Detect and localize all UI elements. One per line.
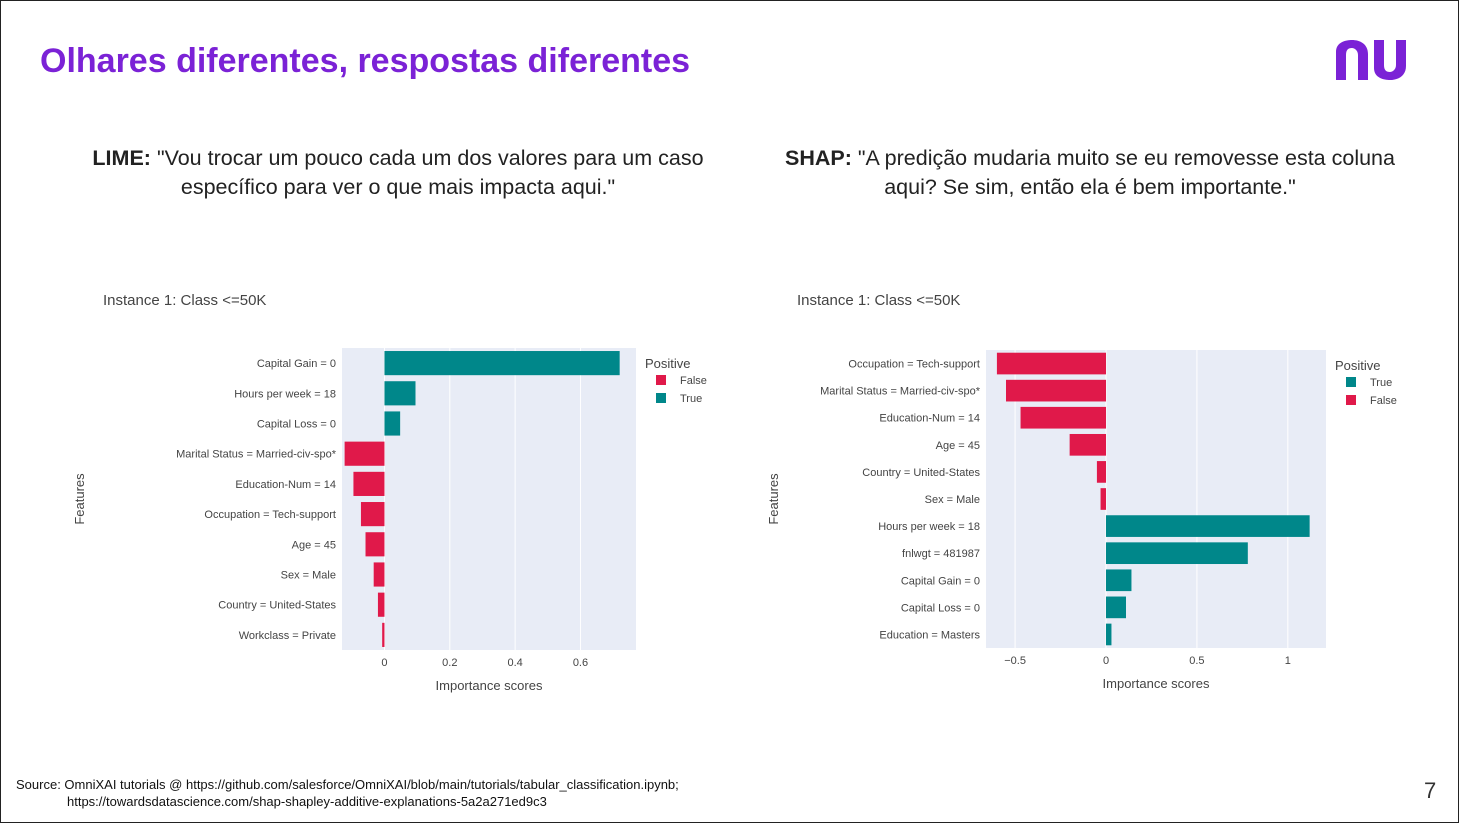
bar [377,592,385,617]
bar [384,351,620,376]
bar [382,622,385,647]
bar [384,381,416,406]
bar [344,441,385,466]
y-tick-label: Country = United-States [862,467,980,479]
x-tick-label: 0 [1103,655,1109,667]
bar [1106,542,1248,565]
bar [353,471,385,496]
bar [1096,461,1106,483]
y-tick-label: Hours per week = 18 [878,521,980,533]
bar [1020,406,1106,429]
slide-title: Olhares diferentes, respostas diferentes [40,42,691,80]
y-tick-label: Age = 45 [936,440,980,452]
shap-quote-label: SHAP: [785,146,852,170]
y-tick-label: Country = United-States [218,600,336,612]
x-tick-label: 0.4 [507,657,522,669]
legend-title: Positive [1335,358,1381,373]
bar [1100,488,1106,510]
y-tick-label: Occupation = Tech-support [204,509,336,521]
legend-label: True [1370,377,1392,389]
legend-swatch [656,393,666,403]
bar [1006,379,1106,402]
y-tick-label: Capital Loss = 0 [257,419,336,431]
y-tick-label: Sex = Male [281,570,336,582]
legend-label: True [680,393,702,405]
shap-quote-text: "A predição mudaria muito se eu removess… [857,146,1395,199]
legend-swatch [656,375,666,385]
bar [1106,596,1126,619]
legend-title: Positive [645,356,691,371]
y-tick-label: Capital Loss = 0 [901,602,980,614]
chart-title: Instance 1: Class <=50K [103,292,266,309]
bar [384,411,401,436]
lime-quote-label: LIME: [92,146,151,170]
source-line-2: https://towardsdatascience.com/shap-shap… [67,794,547,809]
bar [996,352,1106,375]
y-tick-label: Marital Status = Married-civ-spo* [176,449,337,461]
x-tick-label: 0.2 [442,657,457,669]
y-tick-label: Marital Status = Married-civ-spo* [820,386,981,398]
x-tick-label: 0.6 [573,657,588,669]
x-axis-title: Importance scores [1103,676,1210,691]
x-tick-label: 0 [381,657,387,669]
y-tick-label: Capital Gain = 0 [901,575,980,587]
y-tick-label: Sex = Male [925,494,980,506]
lime-chart: Instance 1: Class <=50K 0 0.2 0.4 0.6 Capital… [70,282,724,696]
bar [360,502,385,527]
y-tick-label: Age = 45 [292,539,336,551]
chart-title: Instance 1: Class <=50K [797,292,960,309]
y-tick-label: Education-Num = 14 [879,413,980,425]
legend-label: False [680,375,707,387]
bar [1106,515,1310,537]
bar [1069,433,1106,456]
y-tick-label: Education-Num = 14 [235,479,336,491]
page-number: 7 [1424,778,1437,803]
shap-chart: Instance 1: Class <=50K −0.5 0 0.5 1 Occupati… [764,282,1414,696]
source-line-1: Source: OmniXAI tutorials @ https://gith… [16,777,679,792]
x-tick-label: 0.5 [1189,655,1204,667]
bar [1106,569,1132,592]
lime-quote-text: "Vou trocar um pouco cada um dos valores… [156,146,704,199]
bar [373,562,385,587]
y-tick-label: fnlwgt = 481987 [902,548,980,560]
x-axis-title: Importance scores [436,678,543,693]
y-tick-label: Hours per week = 18 [234,388,336,400]
y-axis-title: Features [72,473,87,525]
y-tick-label: Occupation = Tech-support [848,359,980,371]
bar [1106,623,1112,646]
lime-quote: LIME: "Vou trocar um pouco cada um dos v… [78,144,718,202]
bar [365,532,385,557]
y-tick-label: Education = Masters [879,629,980,641]
legend-swatch [1346,395,1356,405]
x-tick-label: 1 [1285,655,1291,667]
nu-logo-icon [1336,40,1406,80]
y-tick-label: Workclass = Private [239,630,336,642]
y-tick-label: Capital Gain = 0 [257,358,336,370]
shap-quote: SHAP: "A predição mudaria muito se eu re… [770,144,1410,202]
source-footer: Source: OmniXAI tutorials @ https://gith… [16,776,679,810]
legend-label: False [1370,395,1397,407]
x-tick-label: −0.5 [1004,655,1026,667]
y-axis-title: Features [766,473,781,525]
legend-swatch [1346,377,1356,387]
